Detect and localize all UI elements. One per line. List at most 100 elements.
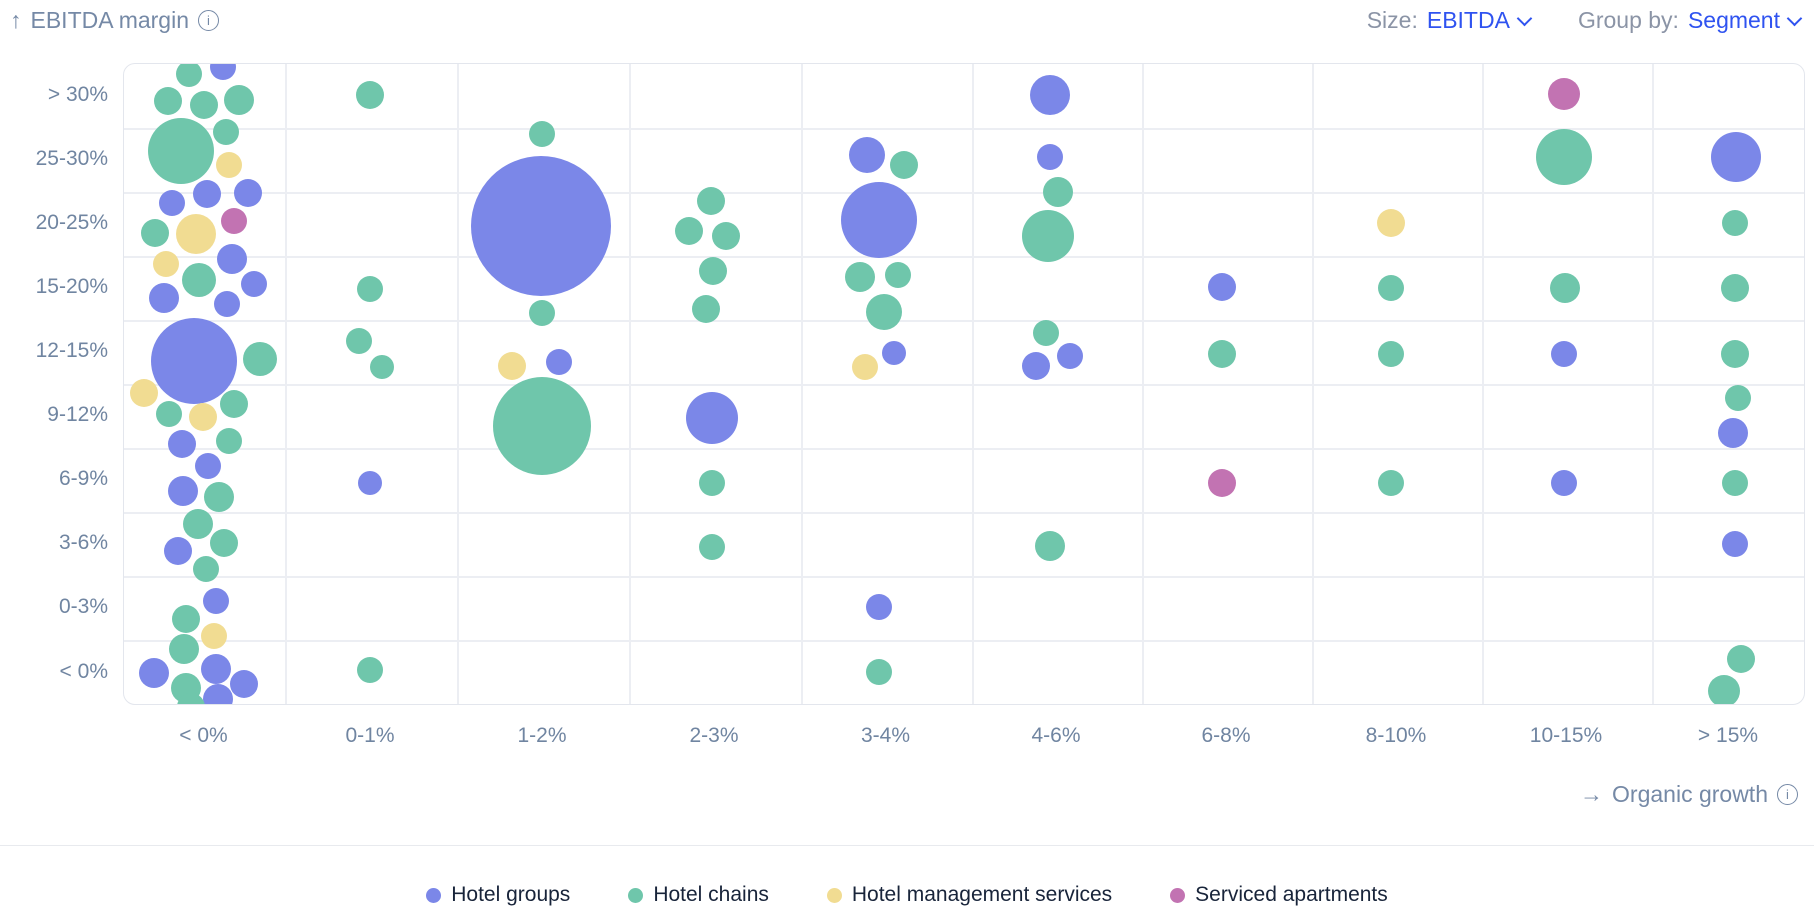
bubble[interactable] [148, 118, 214, 184]
bubble[interactable] [168, 476, 198, 506]
bubble[interactable] [1708, 675, 1740, 704]
legend-item-chains[interactable]: Hotel chains [628, 883, 769, 907]
bubble[interactable] [712, 222, 740, 250]
bubble[interactable] [1725, 385, 1751, 411]
bubble[interactable] [699, 470, 725, 496]
bubble[interactable] [176, 214, 216, 254]
bubble[interactable] [866, 594, 892, 620]
bubble[interactable] [151, 318, 237, 404]
bubble[interactable] [890, 151, 918, 179]
bubble[interactable] [141, 219, 169, 247]
legend-item-mgmt[interactable]: Hotel management services [826, 883, 1112, 907]
bubble[interactable] [1378, 341, 1404, 367]
bubble[interactable] [1377, 209, 1405, 237]
bubble[interactable] [159, 190, 185, 216]
bubble[interactable] [1536, 129, 1592, 185]
bubble[interactable] [241, 271, 267, 297]
bubble[interactable] [845, 262, 875, 292]
bubble[interactable] [210, 64, 236, 80]
bubble[interactable] [1722, 470, 1748, 496]
bubble[interactable] [1022, 352, 1050, 380]
bubble[interactable] [1378, 470, 1404, 496]
bubble[interactable] [498, 352, 526, 380]
bubble[interactable] [1551, 470, 1577, 496]
bubble[interactable] [220, 390, 248, 418]
bubble[interactable] [356, 81, 384, 109]
bubble[interactable] [471, 156, 611, 296]
info-icon[interactable]: i [198, 10, 219, 31]
bubble[interactable] [370, 355, 394, 379]
bubble[interactable] [214, 291, 240, 317]
bubble[interactable] [1711, 132, 1761, 182]
legend-item-serviced[interactable]: Serviced apartments [1170, 883, 1388, 907]
legend-item-groups[interactable]: Hotel groups [426, 883, 570, 907]
bubble[interactable] [182, 263, 216, 297]
bubble[interactable] [193, 180, 221, 208]
group-by-dropdown[interactable]: Group by: Segment [1578, 7, 1803, 34]
bubble[interactable] [1208, 469, 1236, 497]
bubble[interactable] [1037, 144, 1063, 170]
bubble[interactable] [203, 588, 229, 614]
bubble[interactable] [493, 377, 591, 475]
bubble[interactable] [1718, 418, 1748, 448]
bubble[interactable] [216, 428, 242, 454]
bubble[interactable] [201, 654, 231, 684]
bubble[interactable] [172, 605, 200, 633]
bubble[interactable] [1722, 531, 1748, 557]
bubble[interactable] [177, 693, 205, 704]
bubble[interactable] [357, 657, 383, 683]
bubble[interactable] [1030, 75, 1070, 115]
bubble[interactable] [189, 403, 217, 431]
bubble[interactable] [201, 623, 227, 649]
bubble[interactable] [217, 244, 247, 274]
bubble[interactable] [699, 257, 727, 285]
bubble[interactable] [243, 342, 277, 376]
bubble[interactable] [1208, 273, 1236, 301]
bubble[interactable] [224, 85, 254, 115]
bubble[interactable] [203, 684, 233, 704]
bubble[interactable] [1548, 78, 1580, 110]
bubble[interactable] [168, 430, 196, 458]
bubble[interactable] [852, 354, 878, 380]
bubble[interactable] [546, 349, 572, 375]
bubble[interactable] [183, 509, 213, 539]
bubble[interactable] [139, 658, 169, 688]
bubble[interactable] [1208, 340, 1236, 368]
bubble[interactable] [866, 294, 902, 330]
bubble[interactable] [164, 537, 192, 565]
bubble[interactable] [882, 341, 906, 365]
bubble[interactable] [154, 87, 182, 115]
bubble[interactable] [204, 482, 234, 512]
bubble[interactable] [1033, 320, 1059, 346]
bubble[interactable] [195, 453, 221, 479]
bubble[interactable] [169, 634, 199, 664]
bubble[interactable] [1043, 177, 1073, 207]
bubble[interactable] [230, 670, 258, 698]
info-icon[interactable]: i [1777, 784, 1798, 805]
bubble[interactable] [1727, 645, 1755, 673]
bubble[interactable] [358, 471, 382, 495]
bubble[interactable] [176, 64, 202, 87]
bubble[interactable] [1722, 210, 1748, 236]
bubble[interactable] [1721, 274, 1749, 302]
size-dropdown[interactable]: Size: EBITDA [1367, 7, 1533, 34]
bubble[interactable] [357, 276, 383, 302]
bubble[interactable] [529, 300, 555, 326]
bubble[interactable] [841, 182, 917, 258]
bubble[interactable] [149, 283, 179, 313]
bubble[interactable] [1550, 273, 1580, 303]
bubble[interactable] [221, 208, 247, 234]
bubble[interactable] [1721, 340, 1749, 368]
bubble[interactable] [849, 137, 885, 173]
bubble[interactable] [234, 179, 262, 207]
bubble[interactable] [216, 152, 242, 178]
bubble[interactable] [193, 556, 219, 582]
bubble[interactable] [1022, 210, 1074, 262]
bubble[interactable] [210, 529, 238, 557]
bubble[interactable] [885, 262, 911, 288]
bubble[interactable] [346, 328, 372, 354]
bubble[interactable] [697, 187, 725, 215]
bubble[interactable] [699, 534, 725, 560]
bubble[interactable] [686, 392, 738, 444]
bubble[interactable] [1035, 531, 1065, 561]
